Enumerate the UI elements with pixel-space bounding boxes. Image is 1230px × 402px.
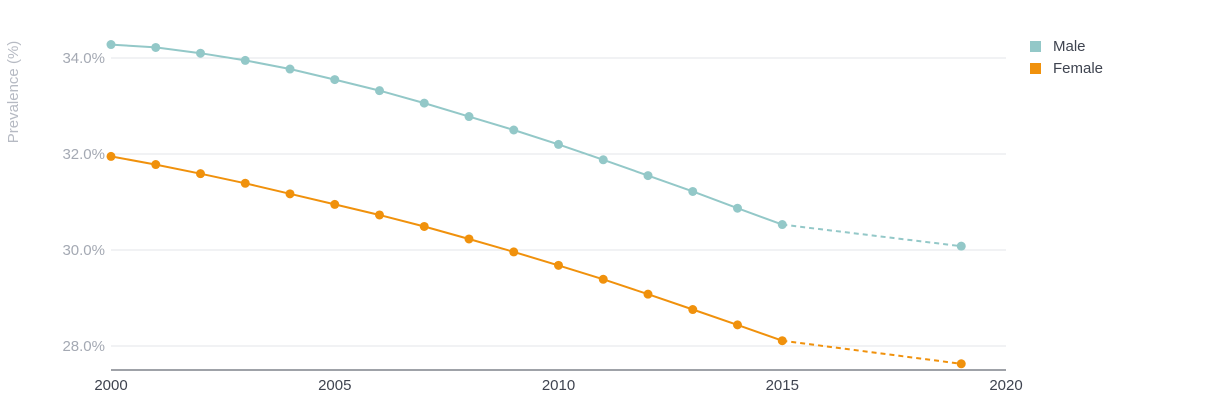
legend-swatch-female xyxy=(1030,62,1041,74)
data-point-female[interactable] xyxy=(598,274,608,284)
data-point-female[interactable] xyxy=(106,151,116,161)
x-tick-label: 2010 xyxy=(542,377,575,394)
legend-label-male: Male xyxy=(1053,37,1086,55)
data-point-male[interactable] xyxy=(554,139,563,149)
data-point-female[interactable] xyxy=(777,336,787,346)
data-point-male[interactable] xyxy=(330,75,340,85)
y-tick-label: 34.0% xyxy=(62,50,105,67)
data-point-male[interactable] xyxy=(196,48,205,58)
data-point-female[interactable] xyxy=(240,178,250,188)
series-group xyxy=(106,40,966,369)
data-point-female[interactable] xyxy=(419,221,429,231)
data-point-male[interactable] xyxy=(509,125,519,135)
data-point-male[interactable] xyxy=(285,64,295,74)
legend-item-female[interactable]: Female xyxy=(1030,57,1103,79)
data-point-female[interactable] xyxy=(509,247,519,257)
x-tick-label: 2020 xyxy=(989,377,1022,394)
data-point-female[interactable] xyxy=(196,169,205,179)
y-tick-label: 28.0% xyxy=(62,338,105,355)
data-point-male[interactable] xyxy=(419,98,429,108)
x-tick-label: 2015 xyxy=(766,377,799,394)
series-line-male xyxy=(110,43,783,226)
y-axis-label: Prevalence (%) xyxy=(5,41,22,144)
data-point-male[interactable] xyxy=(375,86,384,96)
y-tick-label: 30.0% xyxy=(62,242,105,259)
gridlines xyxy=(111,57,1006,347)
axes: 28.0% 30.0% 32.0% 34.0% 2000 2005 2010 2015 2020 xyxy=(62,50,1022,394)
data-point-male[interactable] xyxy=(956,241,966,251)
data-point-male[interactable] xyxy=(643,171,653,181)
data-point-female[interactable] xyxy=(464,234,474,244)
data-point-male[interactable] xyxy=(777,220,787,230)
data-point-male[interactable] xyxy=(688,186,698,196)
legend: Male Female xyxy=(1030,35,1103,79)
series-line-female xyxy=(110,155,783,342)
series-line-projected-male xyxy=(782,223,962,248)
data-point-female[interactable] xyxy=(330,199,340,209)
y-tick-label: 32.0% xyxy=(62,146,105,163)
x-tick-label: 2000 xyxy=(94,377,127,394)
legend-label-female: Female xyxy=(1053,59,1104,77)
data-point-male[interactable] xyxy=(240,55,250,65)
data-point-female[interactable] xyxy=(375,210,384,220)
series-line-projected-female xyxy=(782,339,962,365)
data-point-female[interactable] xyxy=(643,289,653,299)
data-point-male[interactable] xyxy=(733,203,742,213)
data-point-female[interactable] xyxy=(554,260,563,270)
data-point-female[interactable] xyxy=(956,359,966,369)
series-male xyxy=(106,40,966,251)
data-point-male[interactable] xyxy=(598,155,608,165)
data-point-male[interactable] xyxy=(464,112,474,122)
legend-swatch-male xyxy=(1030,40,1041,52)
legend-item-male[interactable]: Male xyxy=(1030,35,1103,57)
data-point-male[interactable] xyxy=(151,42,161,52)
x-tick-label: 2005 xyxy=(318,377,351,394)
series-female xyxy=(106,151,966,369)
data-point-female[interactable] xyxy=(285,189,295,199)
data-point-female[interactable] xyxy=(733,320,742,330)
data-point-female[interactable] xyxy=(688,305,698,315)
data-point-male[interactable] xyxy=(106,40,116,50)
data-point-female[interactable] xyxy=(151,160,161,170)
